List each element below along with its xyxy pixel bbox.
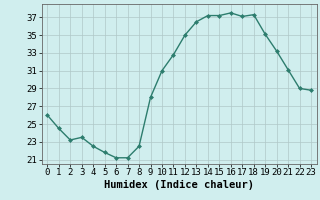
X-axis label: Humidex (Indice chaleur): Humidex (Indice chaleur) — [104, 180, 254, 190]
